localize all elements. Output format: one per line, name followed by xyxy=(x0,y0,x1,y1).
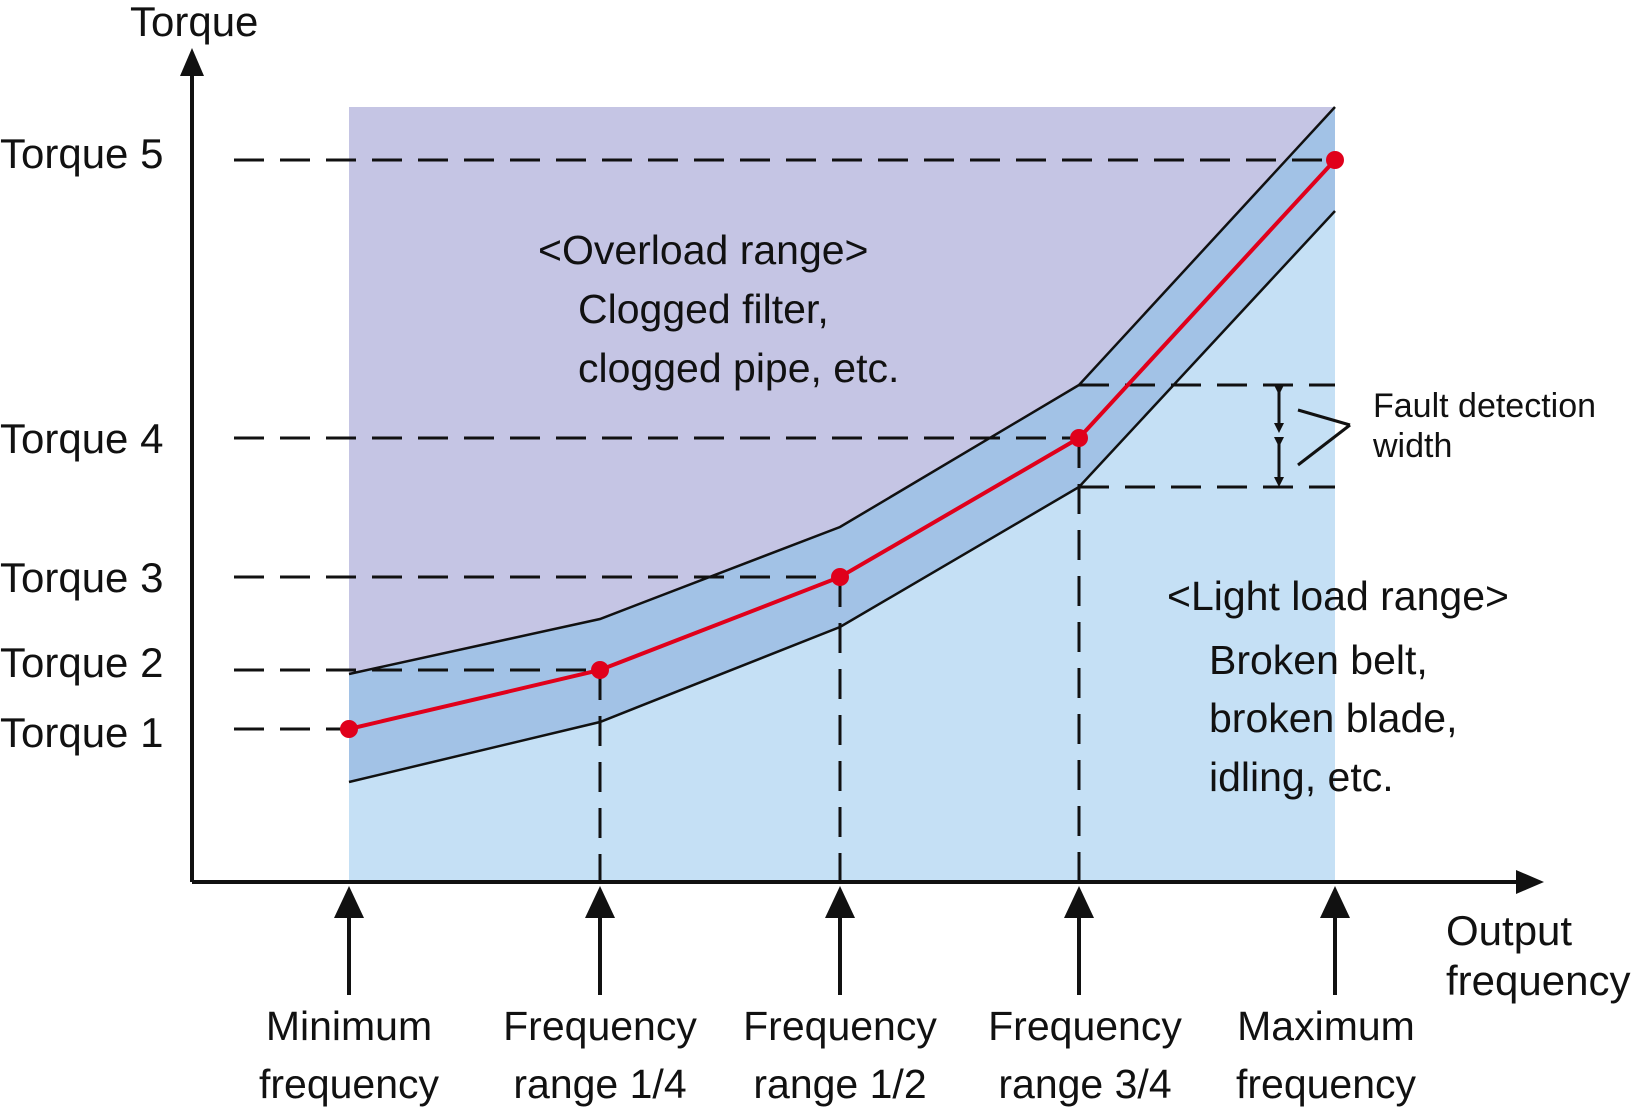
y-tick-label: Torque 3 xyxy=(0,554,163,601)
y-axis-title: Torque xyxy=(130,0,258,45)
light-load-range-line: broken blade, xyxy=(1209,695,1457,741)
x-tick-label: Maximum xyxy=(1237,1003,1415,1049)
x-tick-label: range 1/4 xyxy=(513,1061,686,1107)
tick-arrow-head xyxy=(1064,886,1094,918)
torque-point xyxy=(591,661,609,679)
light-load-range-title: <Light load range> xyxy=(1167,573,1509,619)
overload-range-line: clogged pipe, etc. xyxy=(578,345,899,391)
x-tick-labels: Minimum frequency Frequency range 1/4 Fr… xyxy=(259,1003,1417,1107)
light-load-range-line: Broken belt, xyxy=(1209,637,1428,683)
y-tick-label: Torque 2 xyxy=(0,639,163,686)
y-tick-label: Torque 1 xyxy=(0,709,163,756)
tick-arrow-head xyxy=(334,886,364,918)
overload-range-line: Clogged filter, xyxy=(578,286,829,332)
overload-range-title: <Overload range> xyxy=(538,227,869,273)
x-axis-title-line-1: Output xyxy=(1446,907,1572,954)
fault-detection-label: Fault detection xyxy=(1373,387,1596,425)
y-tick-label: Torque 5 xyxy=(0,130,163,177)
torque-point xyxy=(831,568,849,586)
torque-point xyxy=(340,720,358,738)
x-tick-label: Frequency xyxy=(743,1003,937,1049)
x-tick-label: range 1/2 xyxy=(753,1061,926,1107)
x-tick-label: frequency xyxy=(1236,1061,1417,1107)
tick-arrows xyxy=(334,886,1350,995)
y-axis-arrowhead xyxy=(180,48,204,76)
x-axis-title-line-2: frequency xyxy=(1446,957,1630,1004)
x-tick-label: range 3/4 xyxy=(998,1061,1171,1107)
tick-arrow-head xyxy=(1320,886,1350,918)
torque-point xyxy=(1070,429,1088,447)
x-axis-arrowhead xyxy=(1516,870,1544,894)
tick-arrow-head xyxy=(825,886,855,918)
fault-detection-label: width xyxy=(1372,427,1452,465)
torque-point xyxy=(1326,151,1344,169)
tick-arrow-head xyxy=(585,886,615,918)
light-load-range-line: idling, etc. xyxy=(1209,754,1394,800)
x-tick-label: Frequency xyxy=(988,1003,1182,1049)
x-tick-label: frequency xyxy=(259,1061,440,1107)
x-tick-label: Minimum xyxy=(266,1003,432,1049)
x-tick-label: Frequency xyxy=(503,1003,697,1049)
y-tick-label: Torque 4 xyxy=(0,415,163,462)
